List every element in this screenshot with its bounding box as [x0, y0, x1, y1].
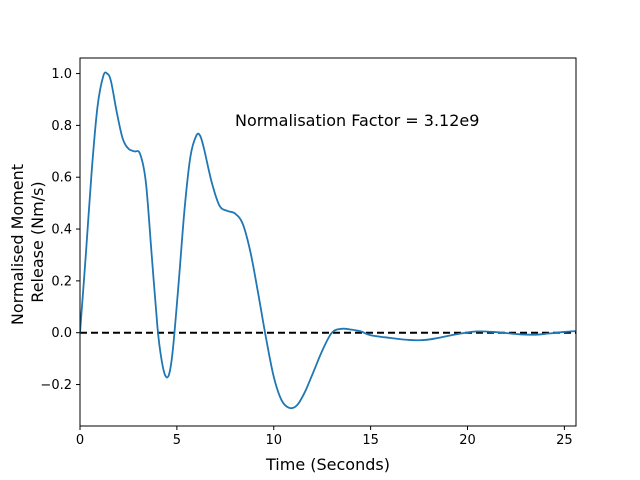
y-tick-label: 0.4: [51, 223, 72, 238]
plot-frame: [79, 57, 577, 427]
y-tick-label: −0.2: [40, 378, 72, 393]
y-tick-label: 0.8: [51, 119, 72, 134]
x-tick-label: 5: [173, 433, 181, 448]
x-tick-label: 0: [76, 433, 84, 448]
y-tick-label: 0.6: [51, 171, 72, 186]
axis-ticks: 0 5 10 15 20 25 −0.2 0.0 0.2 0.4 0.6 0.8 1.0: [40, 67, 572, 448]
x-tick-label: 25: [556, 433, 573, 448]
normalisation-annotation: Normalisation Factor = 3.12e9: [235, 111, 479, 130]
y-axis-label-line-1: Normalised Moment: [8, 164, 27, 325]
y-axis-label: Normalised Moment Release (Nm/s): [8, 159, 47, 325]
x-tick-label: 20: [459, 433, 476, 448]
y-axis-label-line-2: Release (Nm/s): [28, 181, 47, 302]
series-line: [80, 71, 576, 410]
y-tick-label: 0.2: [51, 274, 72, 289]
x-tick-label: 10: [265, 433, 282, 448]
y-tick-label: 1.0: [51, 67, 72, 82]
series-lines: [80, 71, 576, 410]
x-axis-label: Time (Seconds): [265, 455, 390, 474]
x-tick-label: 15: [362, 433, 379, 448]
y-tick-label: 0.0: [51, 326, 72, 341]
